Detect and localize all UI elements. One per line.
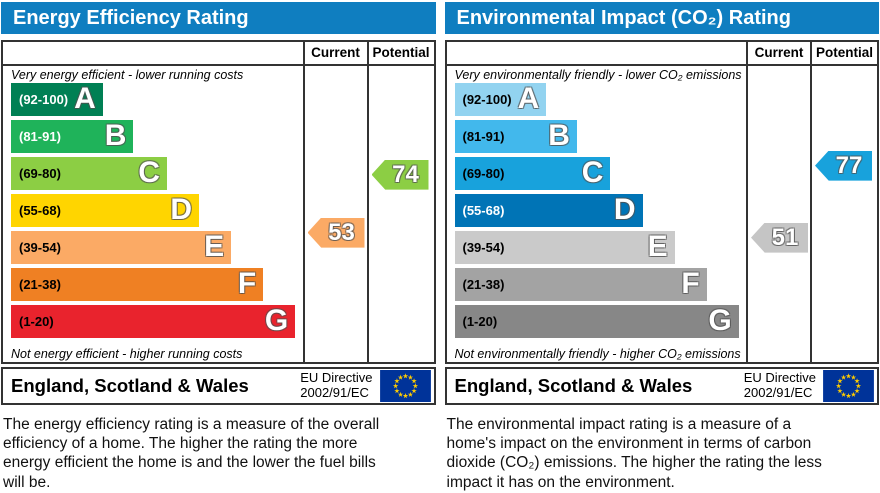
band-range-label: (92-100) [19,91,69,107]
environmental-rating-chart: Current Potential Very environmentally f… [444,39,879,364]
bottom-note: Not energy efficient - higher running co… [11,346,243,361]
band-letter: E [647,230,668,264]
band-letter: G [708,304,732,338]
potential-rating-arrow: 74 [371,159,429,190]
current-rating-arrow: 51 [751,222,808,253]
eu-flag-icon [379,369,431,402]
band-range-label: (92-100) [462,91,512,107]
band-range-label: (69-80) [462,165,505,181]
band-range-label: (21-38) [19,276,61,292]
chart-corner-cell [3,42,303,66]
eu-directive-label: EU Directive 2002/91/EC [300,369,373,400]
description-text: The energy efficiency rating is a measur… [3,415,380,491]
band-row-d: (55-68) D [447,193,747,231]
band-letter: B [548,119,570,153]
description-text: The environmental impact rating is a mea… [446,415,822,491]
potential-rating-value: 77 [835,151,863,179]
band-row-a: (92-100) A [3,82,303,120]
panel-title-energy: Energy Efficiency Rating [1,2,436,34]
band-row-d: (55-68) D [3,193,303,231]
band-area: Very environmentally friendly - lower CO… [447,66,747,362]
current-rating-value: 51 [771,223,799,251]
environmental-impact-panel: Environmental Impact (CO₂) Rating Curren… [444,1,879,492]
band-bar-a: (92-100) A [11,82,103,116]
eu-flag-icon [823,369,874,402]
band-letter: C [138,156,160,190]
top-note: Very environmentally friendly - lower CO… [454,67,742,82]
band-bar-b: (81-91) B [454,119,577,153]
band-letter: F [681,267,700,301]
band-bar-g: (1-20) G [454,304,739,338]
current-column: 51 [746,65,810,362]
current-rating-arrow: 53 [307,217,365,248]
band-row-g: (1-20) G [447,304,747,342]
band-range-label: (1-20) [462,313,498,329]
bottom-note: Not environmentally friendly - higher CO… [454,346,741,361]
potential-column: 77 [810,65,877,362]
bands: (92-100) A (81-91) B (69-80) C (55-68) D (39-54)… [3,82,303,342]
band-letter: A [74,82,96,116]
column-header-potential: Potential [366,41,434,66]
column-header-current: Current [302,41,367,66]
energy-efficiency-panel: Energy Efficiency Rating Current Potenti… [1,1,436,492]
chart-footer: England, Scotland & Wales EU Directive 20… [444,366,879,405]
bands: (92-100) A (81-91) B (69-80) C (55-68) D (39-54)… [447,82,747,342]
band-letter: C [581,156,604,190]
band-range-label: (21-38) [462,276,505,292]
band-bar-e: (39-54) E [454,230,675,264]
potential-rating-arrow: 77 [815,150,872,181]
region-label: England, Scotland & Wales [11,374,249,396]
band-row-b: (81-91) B [447,119,747,157]
band-row-g: (1-20) G [3,304,303,342]
band-row-b: (81-91) B [3,119,303,157]
band-letter: G [264,304,289,338]
band-bar-a: (92-100) A [454,82,547,116]
band-row-c: (69-80) C [3,156,303,194]
band-range-label: (55-68) [462,202,505,218]
band-row-f: (21-38) F [3,267,303,305]
band-range-label: (39-54) [462,239,505,255]
band-letter: E [204,230,225,264]
band-bar-b: (81-91) B [11,119,134,153]
column-header-current: Current [746,41,810,66]
current-rating-value: 53 [328,218,355,246]
current-column: 53 [302,65,367,362]
band-letter: A [517,82,540,116]
band-range-label: (55-68) [19,202,61,218]
chart-footer: England, Scotland & Wales EU Directive 20… [1,366,436,405]
band-bar-c: (69-80) C [11,156,167,190]
band-range-label: (69-80) [19,165,61,181]
chart-corner-cell [446,42,746,66]
band-range-label: (39-54) [19,239,61,255]
band-bar-d: (55-68) D [454,193,643,227]
column-header-potential: Potential [810,41,877,66]
band-letter: D [613,193,636,227]
band-bar-f: (21-38) F [454,267,707,301]
band-bar-f: (21-38) F [11,267,264,301]
band-bar-d: (55-68) D [11,193,200,227]
band-range-label: (81-91) [19,128,61,144]
band-bar-c: (69-80) C [454,156,611,190]
band-letter: D [170,193,193,227]
band-letter: B [104,119,127,153]
panel-title-environmental: Environmental Impact (CO₂) Rating [444,2,879,34]
band-area: Very energy efficient - lower running co… [3,66,303,362]
band-bar-g: (1-20) G [11,304,296,338]
region-label: England, Scotland & Wales [454,374,693,396]
band-bar-e: (39-54) E [11,230,232,264]
band-row-c: (69-80) C [447,156,747,194]
band-row-a: (92-100) A [447,82,747,120]
band-row-f: (21-38) F [447,267,747,305]
potential-column: 74 [366,65,434,362]
band-row-e: (39-54) E [3,230,303,268]
band-range-label: (1-20) [19,313,54,329]
band-range-label: (81-91) [462,128,505,144]
potential-rating-value: 74 [392,160,419,188]
energy-rating-chart: Current Potential Very energy efficient … [1,39,436,364]
top-note: Very energy efficient - lower running co… [11,67,244,82]
band-row-e: (39-54) E [447,230,747,268]
band-letter: F [237,267,257,301]
eu-directive-label: EU Directive 2002/91/EC [743,369,816,400]
